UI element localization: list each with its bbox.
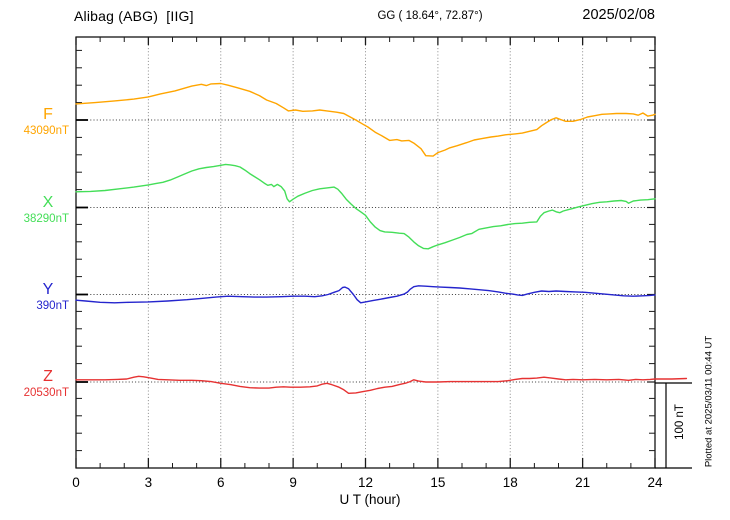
scale-bar-label: 100 nT (674, 404, 686, 440)
baseline-value-Y: 390nT (36, 299, 69, 312)
hour-tick-label-12: 12 (357, 475, 374, 490)
hour-tick-label-21: 21 (575, 475, 591, 490)
hour-tick-label-0: 0 (72, 475, 80, 490)
component-label-Y: Y (42, 280, 54, 298)
hour-tick-label-18: 18 (502, 475, 518, 490)
trace-F (75, 82, 656, 157)
hour-tick-label-24: 24 (647, 475, 663, 490)
baseline-value-Z: 20530nT (23, 387, 69, 399)
hour-tick-label-9: 9 (289, 475, 297, 490)
component-label-X: X (42, 193, 54, 211)
hour-tick-label-6: 6 (216, 475, 225, 490)
plotted-at-note: Plotted at 2025/03/11 00:44 UT (703, 335, 715, 468)
trace-Z (75, 375, 688, 394)
trace-X (75, 163, 656, 250)
x-axis-label: U T (hour) (339, 492, 401, 507)
trace-Y (75, 285, 656, 304)
component-label-Z: Z (43, 368, 53, 385)
hour-tick-label-15: 15 (430, 475, 446, 490)
hour-tick-label-3: 3 (144, 475, 153, 490)
component-label-F: F (43, 106, 53, 123)
baseline-value-F: 43090nT (23, 125, 69, 137)
baseline-value-X: 38290nT (23, 212, 69, 225)
plot-date: 2025/02/08 (582, 7, 655, 23)
geo-coordinates: GG ( 18.64°, 72.87°) (377, 10, 483, 22)
station-title: Alibag (ABG) [IIG] (74, 8, 194, 24)
